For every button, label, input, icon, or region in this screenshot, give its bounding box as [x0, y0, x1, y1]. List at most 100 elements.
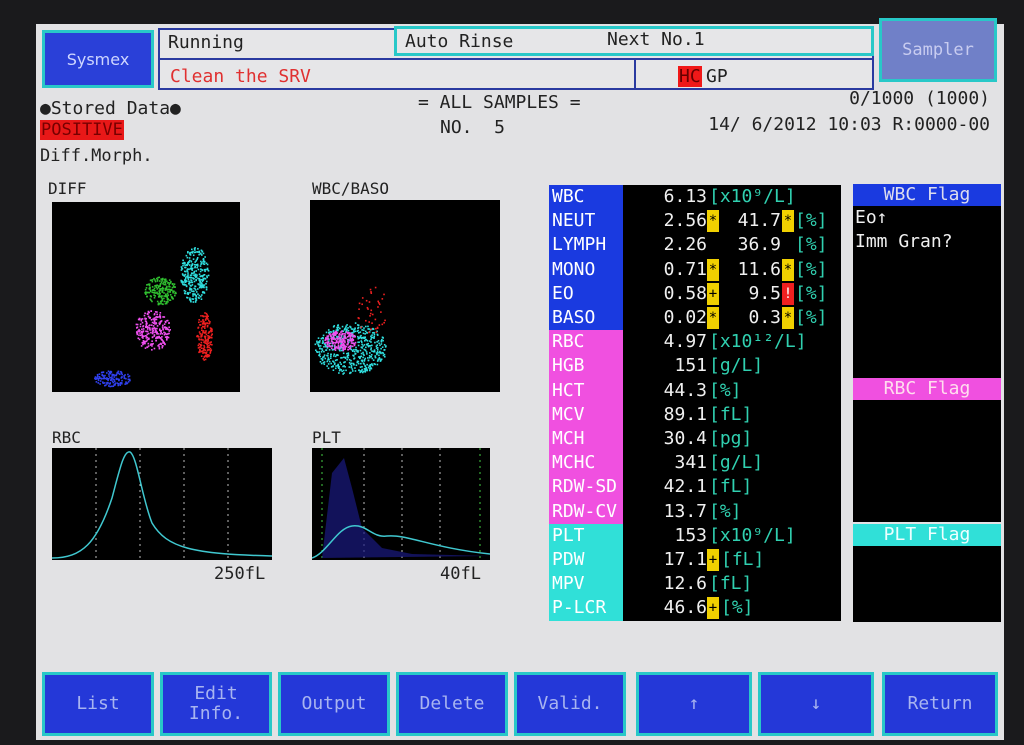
param-unit: [%] [795, 258, 828, 280]
param-label: BASO [549, 306, 623, 331]
param-value: 2.56 [663, 210, 707, 232]
result-row-mpv[interactable]: MPV 12.6 [fL] [549, 572, 841, 597]
param-label: NEUT [549, 209, 623, 234]
param-percent: 11.6 [737, 258, 781, 280]
next-sample: Next No.1 [607, 29, 705, 50]
param-unit: [g/L] [709, 452, 764, 474]
result-row-eo[interactable]: EO 0.58 +9.5! [%] [549, 281, 841, 306]
button-return[interactable]: Return [882, 672, 998, 736]
param-value: 13.7 [663, 500, 707, 522]
plt-flag-panel: PLT Flag [853, 524, 1001, 622]
eo-cluster [196, 312, 213, 361]
plt-curve [312, 525, 490, 559]
param-unit: [%] [721, 597, 754, 619]
stored-data-label: ●Stored Data● [40, 98, 181, 119]
result-row-rdw-cv[interactable]: RDW-CV 13.7 [%] [549, 499, 841, 524]
param-unit: [%] [795, 210, 828, 232]
rbc-plot-title: RBC [52, 428, 81, 447]
flag-mark: * [707, 210, 719, 233]
param-value: 2.26 [663, 234, 707, 256]
result-row-plt[interactable]: PLT 153 [x10⁹/L] [549, 523, 841, 548]
param-unit: [fL] [709, 573, 753, 595]
plt-plot-title: PLT [312, 428, 341, 447]
flag-mark: * [707, 258, 719, 281]
positive-badge: POSITIVE [40, 120, 124, 140]
param-label: P-LCR [549, 596, 623, 621]
param-label: RDW-SD [549, 475, 623, 500]
param-unit: [fL] [709, 403, 753, 425]
result-row-mchc[interactable]: MCHC 341 [g/L] [549, 451, 841, 476]
param-value: 44.3 [663, 379, 707, 401]
param-value: 151 [674, 355, 707, 377]
plt-flag-title: PLT Flag [853, 524, 1001, 546]
result-row-rbc[interactable]: RBC 4.97 [x10¹²/L] [549, 330, 841, 355]
rbc-curve [52, 451, 272, 559]
wbc-flag-item: Eo↑ [855, 207, 888, 228]
run-status: Running [168, 32, 244, 53]
result-row-wbc[interactable]: WBC 6.13 [x10⁹/L] [549, 185, 841, 210]
rinse-box: Auto Rinse Next No.1 [394, 26, 874, 56]
param-value: 12.6 [663, 573, 707, 595]
param-value: 4.97 [663, 331, 707, 353]
diff-scattergram [52, 202, 240, 392]
scroll-down-button[interactable]: ↓ [758, 672, 874, 736]
flag-mark: + [707, 597, 719, 620]
param-unit: [fL] [721, 549, 765, 570]
flag-mark: + [707, 282, 719, 305]
result-row-rdw-sd[interactable]: RDW-SD 42.1 [fL] [549, 475, 841, 500]
param-label: MPV [549, 572, 623, 597]
mono-cluster [144, 276, 177, 306]
rbc-flag-panel: RBC Flag [853, 378, 1001, 522]
param-label: EO [549, 281, 623, 306]
button-list[interactable]: List [42, 672, 154, 736]
param-unit: [x10⁹/L] [709, 186, 796, 207]
param-value: 0.71 [663, 258, 707, 280]
param-value: 89.1 [663, 403, 707, 425]
param-label: MONO [549, 257, 623, 282]
wbc-cluster [314, 322, 387, 375]
result-row-hgb[interactable]: HGB 151 [g/L] [549, 354, 841, 379]
param-label: LYMPH [549, 233, 623, 258]
result-row-baso[interactable]: BASO 0.02 * 0.3 * [%] [549, 306, 841, 331]
param-label: MCH [549, 427, 623, 452]
result-row-hct[interactable]: HCT 44.3 [%] [549, 378, 841, 403]
param-unit: [g/L] [709, 355, 764, 377]
param-label: PLT [549, 523, 623, 548]
param-value: 153 [674, 524, 707, 546]
param-value: 17.1 [663, 549, 707, 570]
param-value: 0.02 [663, 307, 707, 328]
param-unit: [x10¹²/L] [709, 331, 807, 353]
param-value: 46.6 [663, 597, 707, 619]
button-valid[interactable]: Valid. [514, 672, 626, 736]
result-row-mono[interactable]: MONO 0.71 * 11.6 * [%] [549, 257, 841, 282]
result-row-neut[interactable]: NEUT 2.56 * 41.7 * [%] [549, 209, 841, 234]
sysmex-logo-button[interactable]: Sysmex [42, 30, 154, 88]
debris-cluster [94, 370, 131, 388]
flag-mark: * [707, 307, 719, 329]
status-panel: Running Auto Rinse Next No.1 Clean the S… [158, 26, 874, 90]
result-row-p-lcr[interactable]: P-LCR 46.6 + [%] [549, 596, 841, 621]
param-label: RBC [549, 330, 623, 355]
message-text: Clean the SRV [170, 66, 311, 87]
gp-indicator: GP [706, 66, 728, 87]
param-label: MCHC [549, 451, 623, 476]
sampler-button[interactable]: Sampler [879, 18, 997, 82]
result-row-mch[interactable]: MCH 30.4 [pg] [549, 427, 841, 452]
datetime: 14/ 6/2012 10:03 R:0000-00 [708, 114, 990, 135]
button-delete[interactable]: Delete [396, 672, 508, 736]
scroll-up-button[interactable]: ↑ [636, 672, 752, 736]
param-unit: [%] [795, 307, 828, 328]
button-output[interactable]: Output [278, 672, 390, 736]
sample-filter: = ALL SAMPLES = [418, 92, 581, 113]
result-row-pdw[interactable]: PDW 17.1 + [fL] [549, 548, 841, 573]
wbc-baso-scattergram [310, 200, 500, 392]
result-row-mcv[interactable]: MCV 89.1 [fL] [549, 402, 841, 427]
percent-flag-mark: * [782, 307, 794, 329]
result-row-lymph[interactable]: LYMPH 2.26 36.9 [%] [549, 233, 841, 258]
ghost-cluster [357, 286, 386, 334]
wbc-flag-title: WBC Flag [853, 184, 1001, 206]
param-value: 30.4 [663, 428, 707, 449]
rbc-flag-title: RBC Flag [853, 378, 1001, 400]
button-editinfo[interactable]: Edit Info. [160, 672, 272, 736]
wbc-flag-item: Imm Gran? [855, 231, 953, 252]
